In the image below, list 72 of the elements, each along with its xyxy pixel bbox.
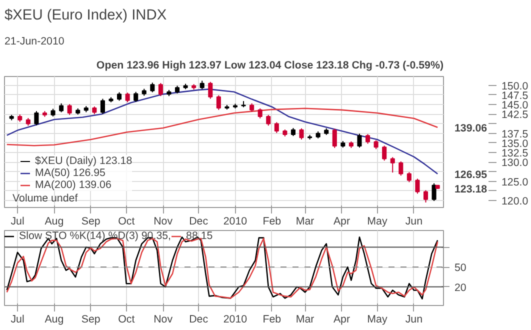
x-tick-label: Apr: [333, 216, 350, 228]
x-tick-label: Dec: [189, 216, 209, 228]
candlestick: [357, 133, 362, 148]
candlestick: [274, 122, 279, 134]
legend-label: Slow STO %K(14) %D(3) 90.35,: [19, 230, 172, 242]
candlestick: [423, 190, 428, 204]
candlestick: [390, 156, 395, 174]
y-tick-label: 135.0: [502, 138, 528, 150]
y-tick-label: 120.0: [502, 196, 528, 208]
y-tick-label: 20: [454, 282, 466, 294]
legend-label: MA(50) 126.95: [35, 167, 106, 179]
data-label: 126.95: [454, 168, 488, 181]
x-tick-label: Nov: [154, 216, 174, 228]
chart-subtitle: 21-Jun-2010: [4, 36, 64, 48]
x-tick-label: May: [367, 314, 388, 326]
x-tick-label: Nov: [154, 314, 174, 326]
candlestick: [398, 160, 404, 176]
x-tick-label: Apr: [333, 314, 350, 326]
candlestick: [125, 92, 130, 103]
candlestick: [258, 108, 262, 119]
annotation: Volume undef: [12, 192, 78, 204]
data-label: 139.06: [454, 122, 488, 134]
x-tick-label: Sep: [81, 216, 100, 228]
y-tick-label: 137.5: [502, 128, 528, 140]
x-tick-label: 2010: [223, 216, 248, 228]
candlestick: [266, 114, 271, 126]
line-series: [6, 108, 438, 146]
candlestick: [332, 128, 337, 148]
candlestick: [34, 110, 39, 126]
x-tick-label: May: [367, 216, 388, 228]
x-tick-label: Jun: [405, 314, 423, 326]
text: 123.18: [454, 183, 488, 196]
y-tick-label: 147.5: [502, 90, 528, 102]
chart-title: $XEU (Euro Index) INDX: [4, 8, 167, 24]
y-tick-label: 130.0: [502, 157, 528, 170]
y-tick-label: 132.5: [502, 148, 528, 160]
x-tick-label: Mar: [296, 314, 315, 326]
x-tick-label: Oct: [118, 314, 135, 326]
x-tick-label: Feb: [262, 216, 282, 228]
candlestick: [134, 91, 138, 102]
x-tick-label: Aug: [44, 216, 64, 228]
x-tick-label: Feb: [262, 314, 282, 326]
x-tick-label: Jul: [10, 216, 24, 228]
candlestick: [208, 81, 213, 100]
legend-label: MA(200) 139.06: [35, 179, 112, 191]
legend-label: $XEU (Daily) 123.18: [35, 155, 132, 167]
x-tick-label: Mar: [296, 216, 315, 228]
candlestick: [158, 82, 163, 97]
candlestick: [415, 178, 420, 194]
text: Open 123.96 High 123.97 Low 123.04 Close 123.18 Chg -0.73 (-0.59%): [96, 60, 444, 72]
y-tick-label: 50: [454, 262, 466, 274]
y-tick-label: 125.0: [502, 176, 528, 188]
x-tick-label: Aug: [44, 314, 64, 326]
legend-label: 88.15: [186, 230, 213, 242]
y-tick-label: 142.5: [502, 109, 528, 122]
x-tick-label: Dec: [189, 314, 209, 326]
x-tick-label: Jun: [405, 216, 423, 228]
x-tick-label: 2010: [223, 314, 248, 326]
candlestick: [365, 134, 370, 144]
x-tick-label: Sep: [81, 314, 100, 326]
candlestick: [406, 172, 412, 183]
candlestick: [67, 104, 72, 116]
candlestick: [150, 82, 155, 93]
y-tick-label: 150.0: [502, 80, 528, 92]
candlestick: [382, 145, 387, 162]
x-tick-label: Jul: [10, 314, 24, 326]
candlestick: [299, 128, 304, 140]
candlestick: [216, 94, 221, 110]
candlestick: [100, 98, 105, 114]
y-tick-label: 145.0: [502, 100, 528, 112]
x-tick-label: Oct: [118, 216, 135, 228]
candlestick: [432, 182, 436, 202]
